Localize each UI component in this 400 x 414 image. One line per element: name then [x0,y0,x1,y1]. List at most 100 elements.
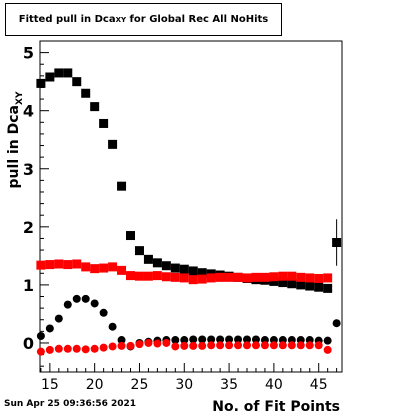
data-point-square [161,261,171,271]
data-point-circle [296,341,305,350]
data-point-circle [162,338,171,347]
data-point-circle [278,341,287,350]
data-point-circle [108,342,117,351]
title-main: Fitted pull in Dca [18,14,116,25]
data-point-circle [198,335,207,344]
data-point-circle [332,319,341,328]
data-point-circle [225,341,234,350]
data-point-circle [243,335,252,344]
data-point-circle [207,335,216,344]
data-point-square [81,262,91,272]
data-point-circle [287,341,296,350]
data-point-square [117,265,127,275]
y-tick-label: 2 [23,218,34,237]
data-point-square [45,260,55,270]
data-point-square [278,271,288,281]
data-point-circle [153,339,162,348]
data-point-circle [251,335,260,344]
y-axis-label-subscript: XY [15,91,25,105]
data-point-square [278,278,288,288]
data-point-square [296,272,306,282]
data-point-circle [314,341,323,350]
data-point-square [269,276,279,286]
data-point-circle [234,341,243,350]
data-point-square [63,68,73,78]
data-point-square [269,272,279,282]
data-point-circle [126,341,135,350]
data-point-square [305,281,315,291]
x-tick-label: 40 [265,377,283,393]
data-point-square [305,273,315,283]
data-point-circle [81,345,90,354]
data-point-circle [251,341,260,350]
x-axis-label: No. of Fit Points [212,399,340,414]
y-tick-label: 0 [23,334,34,353]
data-point-square [296,280,306,290]
data-point-circle [36,347,45,356]
data-point-square [81,88,91,98]
y-axis-label: pull in DcaXY [6,91,25,188]
data-point-circle [54,344,63,353]
data-point-circle [72,294,81,303]
data-point-circle [216,335,225,344]
x-tick-label: 30 [175,377,193,393]
data-point-circle [45,345,54,354]
data-point-square [323,273,333,283]
data-point-square [179,264,189,274]
data-point-square [314,274,324,284]
data-point-square [143,254,153,264]
y-tick-label: 1 [23,276,34,295]
x-tick-label: 15 [41,377,59,393]
data-point-square [242,273,252,283]
data-point-square [152,271,162,281]
data-point-square [260,272,270,282]
data-point-square [72,259,82,269]
x-tick-label: 45 [310,377,328,393]
data-point-circle [180,336,189,345]
data-point-circle [225,335,234,344]
data-point-circle [108,322,117,331]
data-point-square [126,231,136,241]
data-point-square [99,118,109,128]
plot-frame [39,40,343,373]
data-point-square [314,282,324,292]
data-point-circle [243,341,252,350]
data-point-square [197,274,207,284]
data-point-circle [260,341,269,350]
data-point-circle [54,314,63,323]
title-subscript: XY [115,15,127,24]
data-point-square [251,272,261,282]
data-point-square [63,260,73,270]
data-point-square [170,272,180,282]
data-point-square [188,266,198,276]
data-point-circle [198,341,207,350]
y-axis-label-main: pull in Dca [6,105,22,188]
data-point-circle [180,341,189,350]
data-point-circle [117,336,126,345]
data-point-square [152,258,162,268]
data-point-circle [323,345,332,354]
data-point-square [72,77,82,87]
data-point-circle [189,341,198,350]
data-point-circle [99,343,108,352]
data-point-square [108,139,118,149]
data-point-circle [81,294,90,303]
data-point-square [126,271,136,281]
data-point-square [206,273,216,283]
data-point-circle [144,338,153,347]
data-point-square [45,72,55,82]
data-point-circle [72,344,81,353]
data-point-square [54,259,64,269]
data-point-square [188,275,198,285]
data-point-square [179,273,189,283]
timestamp: Sun Apr 25 09:36:56 2021 [4,399,137,409]
data-point-square [323,283,333,293]
data-point-circle [171,336,180,345]
data-point-square [233,272,243,282]
data-point-square [90,102,100,112]
data-point-square [36,78,46,88]
y-tick-label: 5 [23,44,34,63]
data-point-square [99,263,109,273]
data-point-circle [171,342,180,351]
data-point-circle [90,344,99,353]
